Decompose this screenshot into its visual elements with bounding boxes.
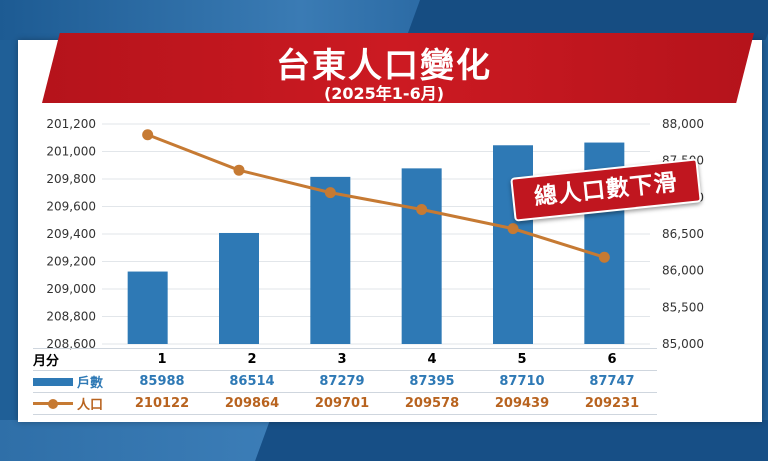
households-cell: 87747 bbox=[589, 374, 635, 389]
month-cell: 2 bbox=[247, 352, 257, 367]
table-population-row: 人口 210122 209864 209701 209578 209439 20… bbox=[33, 393, 657, 415]
population-cell: 209231 bbox=[584, 396, 640, 411]
population-point bbox=[142, 129, 154, 141]
population-legend: 人口 bbox=[33, 394, 117, 413]
population-point bbox=[416, 204, 428, 216]
left-axis-tick-label: 209,400 bbox=[46, 227, 96, 241]
month-cell: 4 bbox=[427, 352, 437, 367]
population-cell: 210122 bbox=[134, 396, 190, 411]
population-cell: 209439 bbox=[494, 396, 550, 411]
line-legend-swatch bbox=[33, 398, 73, 409]
bar-household bbox=[401, 168, 442, 344]
left-axis-tick-label: 208,600 bbox=[46, 337, 96, 351]
month-cell: 3 bbox=[337, 352, 347, 367]
households-cell: 87279 bbox=[319, 374, 365, 389]
bar-household bbox=[310, 176, 351, 344]
households-cell: 86514 bbox=[229, 374, 275, 389]
bar-household bbox=[493, 145, 533, 344]
population-point bbox=[598, 251, 610, 263]
left-axis-tick-label: 209,800 bbox=[46, 172, 96, 186]
chart-panel bbox=[18, 40, 762, 422]
month-cell: 1 bbox=[157, 352, 167, 367]
households-cell: 87395 bbox=[409, 374, 455, 389]
table-header-row: 月分 1 2 3 4 5 6 bbox=[33, 348, 657, 371]
bar-household bbox=[219, 232, 259, 344]
households-cell: 87710 bbox=[499, 374, 545, 389]
left-axis-tick-label: 208,800 bbox=[46, 310, 96, 324]
chart-title: 台東人口變化 bbox=[276, 46, 492, 86]
population-point bbox=[233, 164, 245, 176]
chart-subtitle: (2025年1-6月) bbox=[323, 84, 445, 103]
population-cell: 209578 bbox=[404, 396, 460, 411]
table-header-label: 月分 bbox=[33, 350, 117, 369]
left-axis-tick-label: 201,000 bbox=[46, 145, 96, 159]
population-point bbox=[324, 187, 336, 199]
right-axis-tick-label: 85,500 bbox=[662, 300, 704, 314]
population-label: 人口 bbox=[77, 398, 104, 413]
month-cell: 6 bbox=[607, 352, 617, 367]
population-cell: 209701 bbox=[314, 396, 370, 411]
bar-legend-swatch bbox=[33, 377, 73, 386]
month-cell: 5 bbox=[517, 352, 527, 367]
right-axis-tick-label: 86,000 bbox=[662, 264, 704, 278]
right-axis-tick-label: 88,000 bbox=[662, 117, 704, 131]
households-legend: 戶數 bbox=[33, 372, 117, 391]
left-axis-tick-label: 209,200 bbox=[46, 255, 96, 269]
left-axis-tick-label: 201,200 bbox=[46, 117, 96, 131]
households-label: 戶數 bbox=[77, 376, 104, 391]
data-table: 月分 1 2 3 4 5 6 戶數 85988 86514 87279 8739… bbox=[33, 348, 657, 415]
month-header: 月分 bbox=[33, 354, 60, 369]
table-households-row: 戶數 85988 86514 87279 87395 87710 87747 bbox=[33, 371, 657, 393]
title-banner bbox=[42, 33, 754, 103]
households-cell: 85988 bbox=[139, 374, 185, 389]
population-cell: 209864 bbox=[224, 396, 280, 411]
left-axis-tick-label: 209,000 bbox=[46, 282, 96, 296]
population-line bbox=[147, 133, 605, 259]
right-axis-tick-label: 86,500 bbox=[662, 227, 704, 241]
bar-household bbox=[127, 271, 168, 344]
population-point bbox=[507, 223, 519, 235]
right-axis-tick-label: 85,000 bbox=[662, 337, 704, 351]
left-axis-tick-label: 209,600 bbox=[46, 200, 96, 214]
